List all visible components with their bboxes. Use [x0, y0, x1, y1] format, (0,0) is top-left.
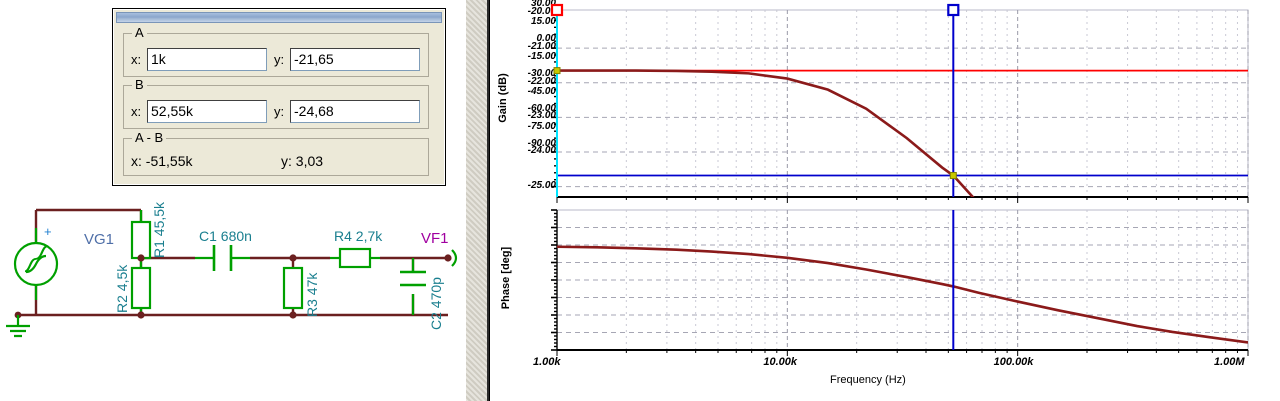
- cursor-b-point[interactable]: [949, 172, 957, 180]
- label-vf1: VF1: [421, 230, 449, 247]
- resistor-r1[interactable]: [130, 220, 152, 260]
- cursor-group-a-legend: A: [132, 26, 147, 39]
- y-tick-label: -22.00: [527, 75, 556, 87]
- label-c1: C1 680n: [199, 228, 252, 244]
- cursor-b-x-input[interactable]: 52,55k: [147, 100, 267, 123]
- cursor-difference-y: y: 3,03: [281, 153, 324, 169]
- y-tick-label: 30.00: [530, 0, 556, 9]
- capacitor-c2[interactable]: [400, 270, 426, 287]
- y-tick-label: -21.00: [527, 41, 556, 53]
- label-r2: R2 4,5k: [114, 264, 130, 313]
- phase-plot[interactable]: [490, 205, 1280, 360]
- cursor-a-y-label: y:: [274, 52, 285, 67]
- y-tick-label: -45.00: [527, 85, 556, 97]
- cursor-difference-x: x: -51,55k: [131, 153, 193, 169]
- source-polarity-label: +: [44, 224, 52, 239]
- cursor-a-y-input[interactable]: -21,65: [290, 48, 420, 71]
- y-tick-label: -30.00: [527, 68, 556, 79]
- pane-splitter[interactable]: [466, 0, 490, 401]
- y-tick-label: -25.00: [527, 179, 556, 191]
- cursor-a-x-label: x:: [131, 52, 142, 67]
- plot-frame: [556, 9, 1249, 198]
- gain-plot[interactable]: [490, 0, 1280, 205]
- voltage-source-vg1[interactable]: +: [13, 224, 59, 287]
- x-tick-label: 10.00k: [763, 356, 797, 368]
- y-tick-label: -24.00: [527, 144, 556, 156]
- frequency-axis-label: Frequency (Hz): [830, 374, 906, 386]
- resistor-r4[interactable]: [338, 247, 372, 269]
- label-r1: R1 45,5k: [151, 201, 167, 258]
- y-tick-label: -23.00: [527, 110, 556, 122]
- cursor-group-a: A: [123, 26, 429, 77]
- schematic-pane: A x: 1k y: -21,65 B x: 52,55k y: -24,68 …: [0, 0, 466, 401]
- y-tick-label: 0.00: [536, 33, 556, 44]
- schematic-junctions: [137, 254, 297, 319]
- frequency-tick-labels: 1.00k 10.00k 100.00k 1.00M: [490, 356, 1280, 374]
- schematic-wires: [18, 208, 448, 317]
- y-tick-label: 15.00: [530, 15, 556, 27]
- x-tick-label: 1.00M: [1214, 356, 1245, 368]
- resistor-r3[interactable]: [282, 266, 304, 310]
- gain-y-tick-labels: -20.00 -21.00 -22.00 -23.00 -24.00 -25.00: [490, 0, 556, 200]
- cursor-readout-window: A x: 1k y: -21,65 B x: 52,55k y: -24,68 …: [112, 8, 446, 186]
- cursor-a-point[interactable]: [553, 67, 561, 75]
- resistor-r2[interactable]: [130, 266, 152, 310]
- cursor-b-handle[interactable]: [947, 3, 960, 17]
- y-tick-label: -75.00: [527, 120, 556, 132]
- series-gain: [557, 69, 975, 197]
- y-tick-label: -15.00: [527, 50, 556, 62]
- voltage-probe-vf1[interactable]: [444, 249, 458, 267]
- y-tick-label: -20.00: [527, 6, 556, 18]
- y-tick-label: -90.00: [527, 138, 556, 149]
- cursor-b-y-input[interactable]: -24,68: [290, 100, 420, 123]
- x-tick-label: 1.00k: [533, 356, 561, 368]
- circuit-schematic[interactable]: +: [0, 190, 466, 355]
- bode-plot-pane: Gain (dB) Phase [deg] Frequency (Hz) -20…: [490, 0, 1280, 401]
- label-r3: R3 47k: [304, 272, 320, 317]
- cursor-group-b: B: [123, 78, 429, 129]
- cursor-b-x-label: x:: [131, 104, 142, 119]
- series-phase: [557, 245, 1248, 344]
- capacitor-c1[interactable]: [212, 245, 233, 271]
- cursor-group-b-legend: B: [132, 78, 147, 91]
- label-r4: R4 2,7k: [334, 228, 383, 244]
- phase-y-tick-labels: 30.00 15.00 0.00 -15.00 -30.00 -45.00 -60.00 -7…: [490, 0, 556, 355]
- label-vg1: VG1: [84, 231, 114, 248]
- cursor-a-handle[interactable]: [550, 3, 564, 17]
- splitter-line: [487, 0, 489, 401]
- label-c2: C2 470p: [428, 277, 444, 330]
- x-tick-label: 100.00k: [993, 356, 1034, 368]
- cursor-window-titlebar[interactable]: [116, 12, 442, 23]
- cursor-group-difference: A - B: [123, 131, 429, 176]
- cursor-difference-legend: A - B: [132, 131, 167, 144]
- y-tick-label: -60.00: [527, 103, 556, 114]
- cursor-a-x-input[interactable]: 1k: [147, 48, 267, 71]
- cursor-b-y-label: y:: [274, 104, 285, 119]
- ground-symbol: [6, 311, 30, 338]
